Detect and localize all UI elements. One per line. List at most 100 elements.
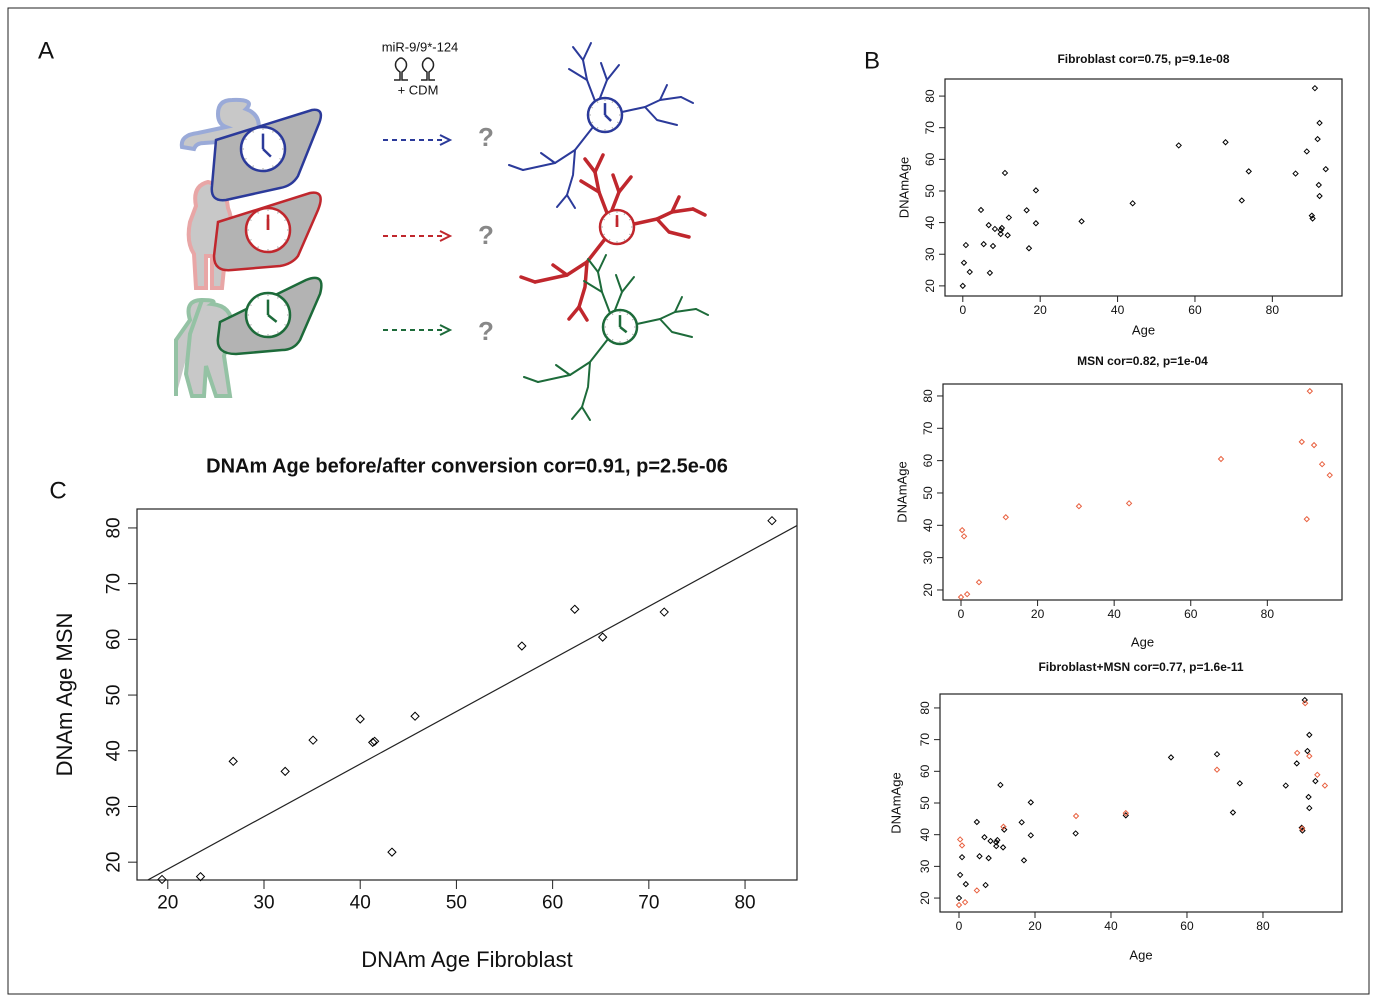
- clock-tick: [608, 212, 611, 216]
- dendrite: [582, 59, 596, 102]
- data-point: [1072, 812, 1080, 820]
- clock-tick: [277, 246, 279, 249]
- dendrite: [583, 280, 603, 293]
- x-tick-label: 40: [1104, 919, 1118, 933]
- data-point: [1306, 731, 1313, 739]
- y-tick-label: 60: [104, 629, 125, 650]
- y-tick-label: 70: [104, 573, 125, 594]
- clock-tick: [272, 130, 274, 133]
- dendrite: [540, 152, 556, 164]
- clock-tick: [611, 100, 614, 104]
- chart-title: Fibroblast cor=0.75, p=9.1e-08: [1057, 52, 1229, 66]
- data-point: [963, 590, 971, 598]
- y-tick-label: 50: [918, 796, 932, 810]
- clock-tick: [284, 239, 287, 241]
- x-tick-label: 20: [1031, 607, 1045, 621]
- clock-tick: [611, 126, 614, 130]
- dendrite: [674, 296, 683, 313]
- dendrite: [632, 207, 695, 226]
- data-point: [1292, 170, 1299, 177]
- dendrite: [593, 153, 605, 174]
- clock-tick: [596, 100, 599, 104]
- data-point: [1308, 212, 1316, 219]
- data-point: [570, 604, 580, 614]
- dendrite: [566, 149, 576, 196]
- clock-hand: [267, 314, 278, 323]
- data-point: [1311, 84, 1319, 92]
- dendrite: [615, 274, 623, 293]
- arrow-head: [439, 134, 453, 146]
- data-point: [1213, 766, 1221, 773]
- dendrite: [659, 84, 668, 101]
- data-point: [985, 221, 992, 229]
- y-axis-label: DNAmAge: [896, 157, 911, 218]
- elder-silhouette: [174, 297, 235, 398]
- data-point: [987, 837, 994, 845]
- y-tick-label: 70: [921, 421, 935, 435]
- dendrite: [581, 361, 591, 408]
- dendrite: [636, 308, 697, 325]
- construct-label: miR-9/9*-124: [382, 39, 459, 54]
- data-point: [985, 854, 992, 862]
- data-point: [1217, 455, 1225, 463]
- data-point: [1301, 699, 1309, 707]
- data-point: [956, 836, 964, 843]
- question-mark: ?: [478, 122, 494, 152]
- data-point: [1032, 187, 1040, 194]
- data-point: [1309, 215, 1316, 222]
- data-point: [1304, 747, 1311, 755]
- data-point: [1303, 515, 1310, 523]
- data-point: [980, 240, 987, 248]
- x-tick-label: 30: [253, 892, 274, 913]
- data-point: [1032, 220, 1040, 227]
- y-tick-label: 60: [921, 454, 935, 468]
- x-axis-label: Age: [1129, 947, 1152, 962]
- dendrite: [582, 42, 592, 61]
- y-tick-label: 20: [104, 852, 125, 873]
- x-tick-label: 80: [1261, 607, 1275, 621]
- clock-tick: [257, 296, 259, 299]
- panel-label: B: [864, 47, 880, 74]
- x-tick-label: 40: [350, 892, 371, 913]
- y-tick-label: 30: [923, 247, 937, 261]
- x-tick-label: 80: [1266, 303, 1280, 317]
- chart-title: DNAm Age before/after conversion cor=0.9…: [206, 455, 728, 477]
- data-point: [1125, 500, 1133, 507]
- data-point: [1001, 169, 1009, 177]
- clock-hand: [604, 114, 612, 122]
- clock-tick: [631, 318, 635, 321]
- data-point: [659, 607, 669, 617]
- data-point: [157, 874, 167, 885]
- hairpin: [421, 57, 435, 81]
- data-point: [1072, 830, 1079, 837]
- clock-tick: [249, 304, 252, 306]
- data-point: [1122, 809, 1130, 817]
- data-point: [767, 515, 777, 526]
- data-point: [973, 887, 981, 894]
- dendrite: [508, 164, 524, 171]
- clock-tick: [249, 324, 252, 326]
- y-tick-label: 20: [923, 279, 937, 293]
- clock-tick: [590, 106, 594, 109]
- dendrite: [568, 68, 588, 81]
- y-tick-label: 50: [104, 684, 125, 705]
- dendrite: [695, 308, 709, 316]
- y-tick-label: 30: [918, 859, 932, 873]
- data-point: [517, 641, 527, 651]
- data-point: [955, 894, 963, 902]
- panel-label: C: [49, 477, 66, 504]
- data-point: [1312, 777, 1319, 785]
- data-point: [1298, 438, 1305, 446]
- dendrite: [600, 62, 608, 81]
- data-point: [1078, 218, 1085, 225]
- plot-frame: [944, 78, 1343, 297]
- data-point: [1310, 441, 1318, 449]
- dendrite: [621, 96, 682, 113]
- data-point: [597, 632, 608, 642]
- data-point: [958, 853, 966, 861]
- clock-tick: [623, 212, 626, 216]
- data-point: [1298, 825, 1306, 832]
- arrow-head: [439, 324, 453, 336]
- data-point: [1306, 804, 1313, 812]
